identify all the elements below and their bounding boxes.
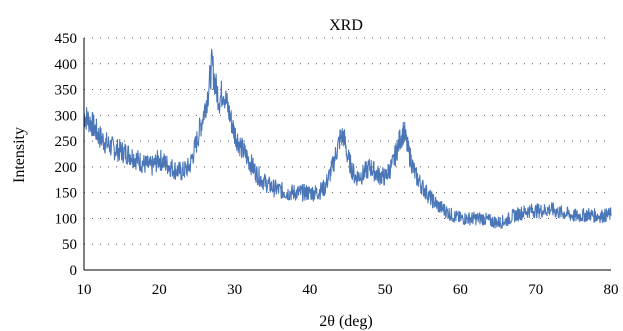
x-tick-label: 50 xyxy=(378,282,393,298)
y-tick-labels: 0 50 100 150 200 250 300 350 400 450 xyxy=(55,31,78,279)
x-tick-label: 20 xyxy=(152,282,167,298)
data-series xyxy=(83,48,612,229)
y-tick-label: 100 xyxy=(55,211,78,227)
y-tick-label: 400 xyxy=(55,57,78,73)
y-tick-label: 350 xyxy=(55,83,78,99)
x-tick-label: 60 xyxy=(453,282,468,298)
x-tick-label: 80 xyxy=(604,282,619,298)
y-tick-label: 200 xyxy=(55,160,78,176)
x-tick-label: 30 xyxy=(227,282,242,298)
y-axis-label: Intensity xyxy=(11,127,28,183)
y-tick-label: 450 xyxy=(55,31,78,47)
gridlines xyxy=(84,37,611,245)
x-axis-label: 2θ (deg) xyxy=(319,313,372,330)
y-tick-label: 300 xyxy=(55,108,78,124)
chart-title: XRD xyxy=(329,17,363,34)
y-tick-label: 50 xyxy=(62,237,77,253)
y-tick-label: 250 xyxy=(55,134,78,150)
x-tick-label: 70 xyxy=(528,282,543,298)
x-tick-label: 10 xyxy=(77,282,92,298)
y-tick-label: 150 xyxy=(55,186,78,202)
y-tick-label: 0 xyxy=(70,263,78,279)
x-tick-label: 40 xyxy=(302,282,317,298)
x-tick-labels: 10 20 30 40 50 60 70 80 xyxy=(77,282,619,298)
xrd-series-line xyxy=(83,48,612,229)
